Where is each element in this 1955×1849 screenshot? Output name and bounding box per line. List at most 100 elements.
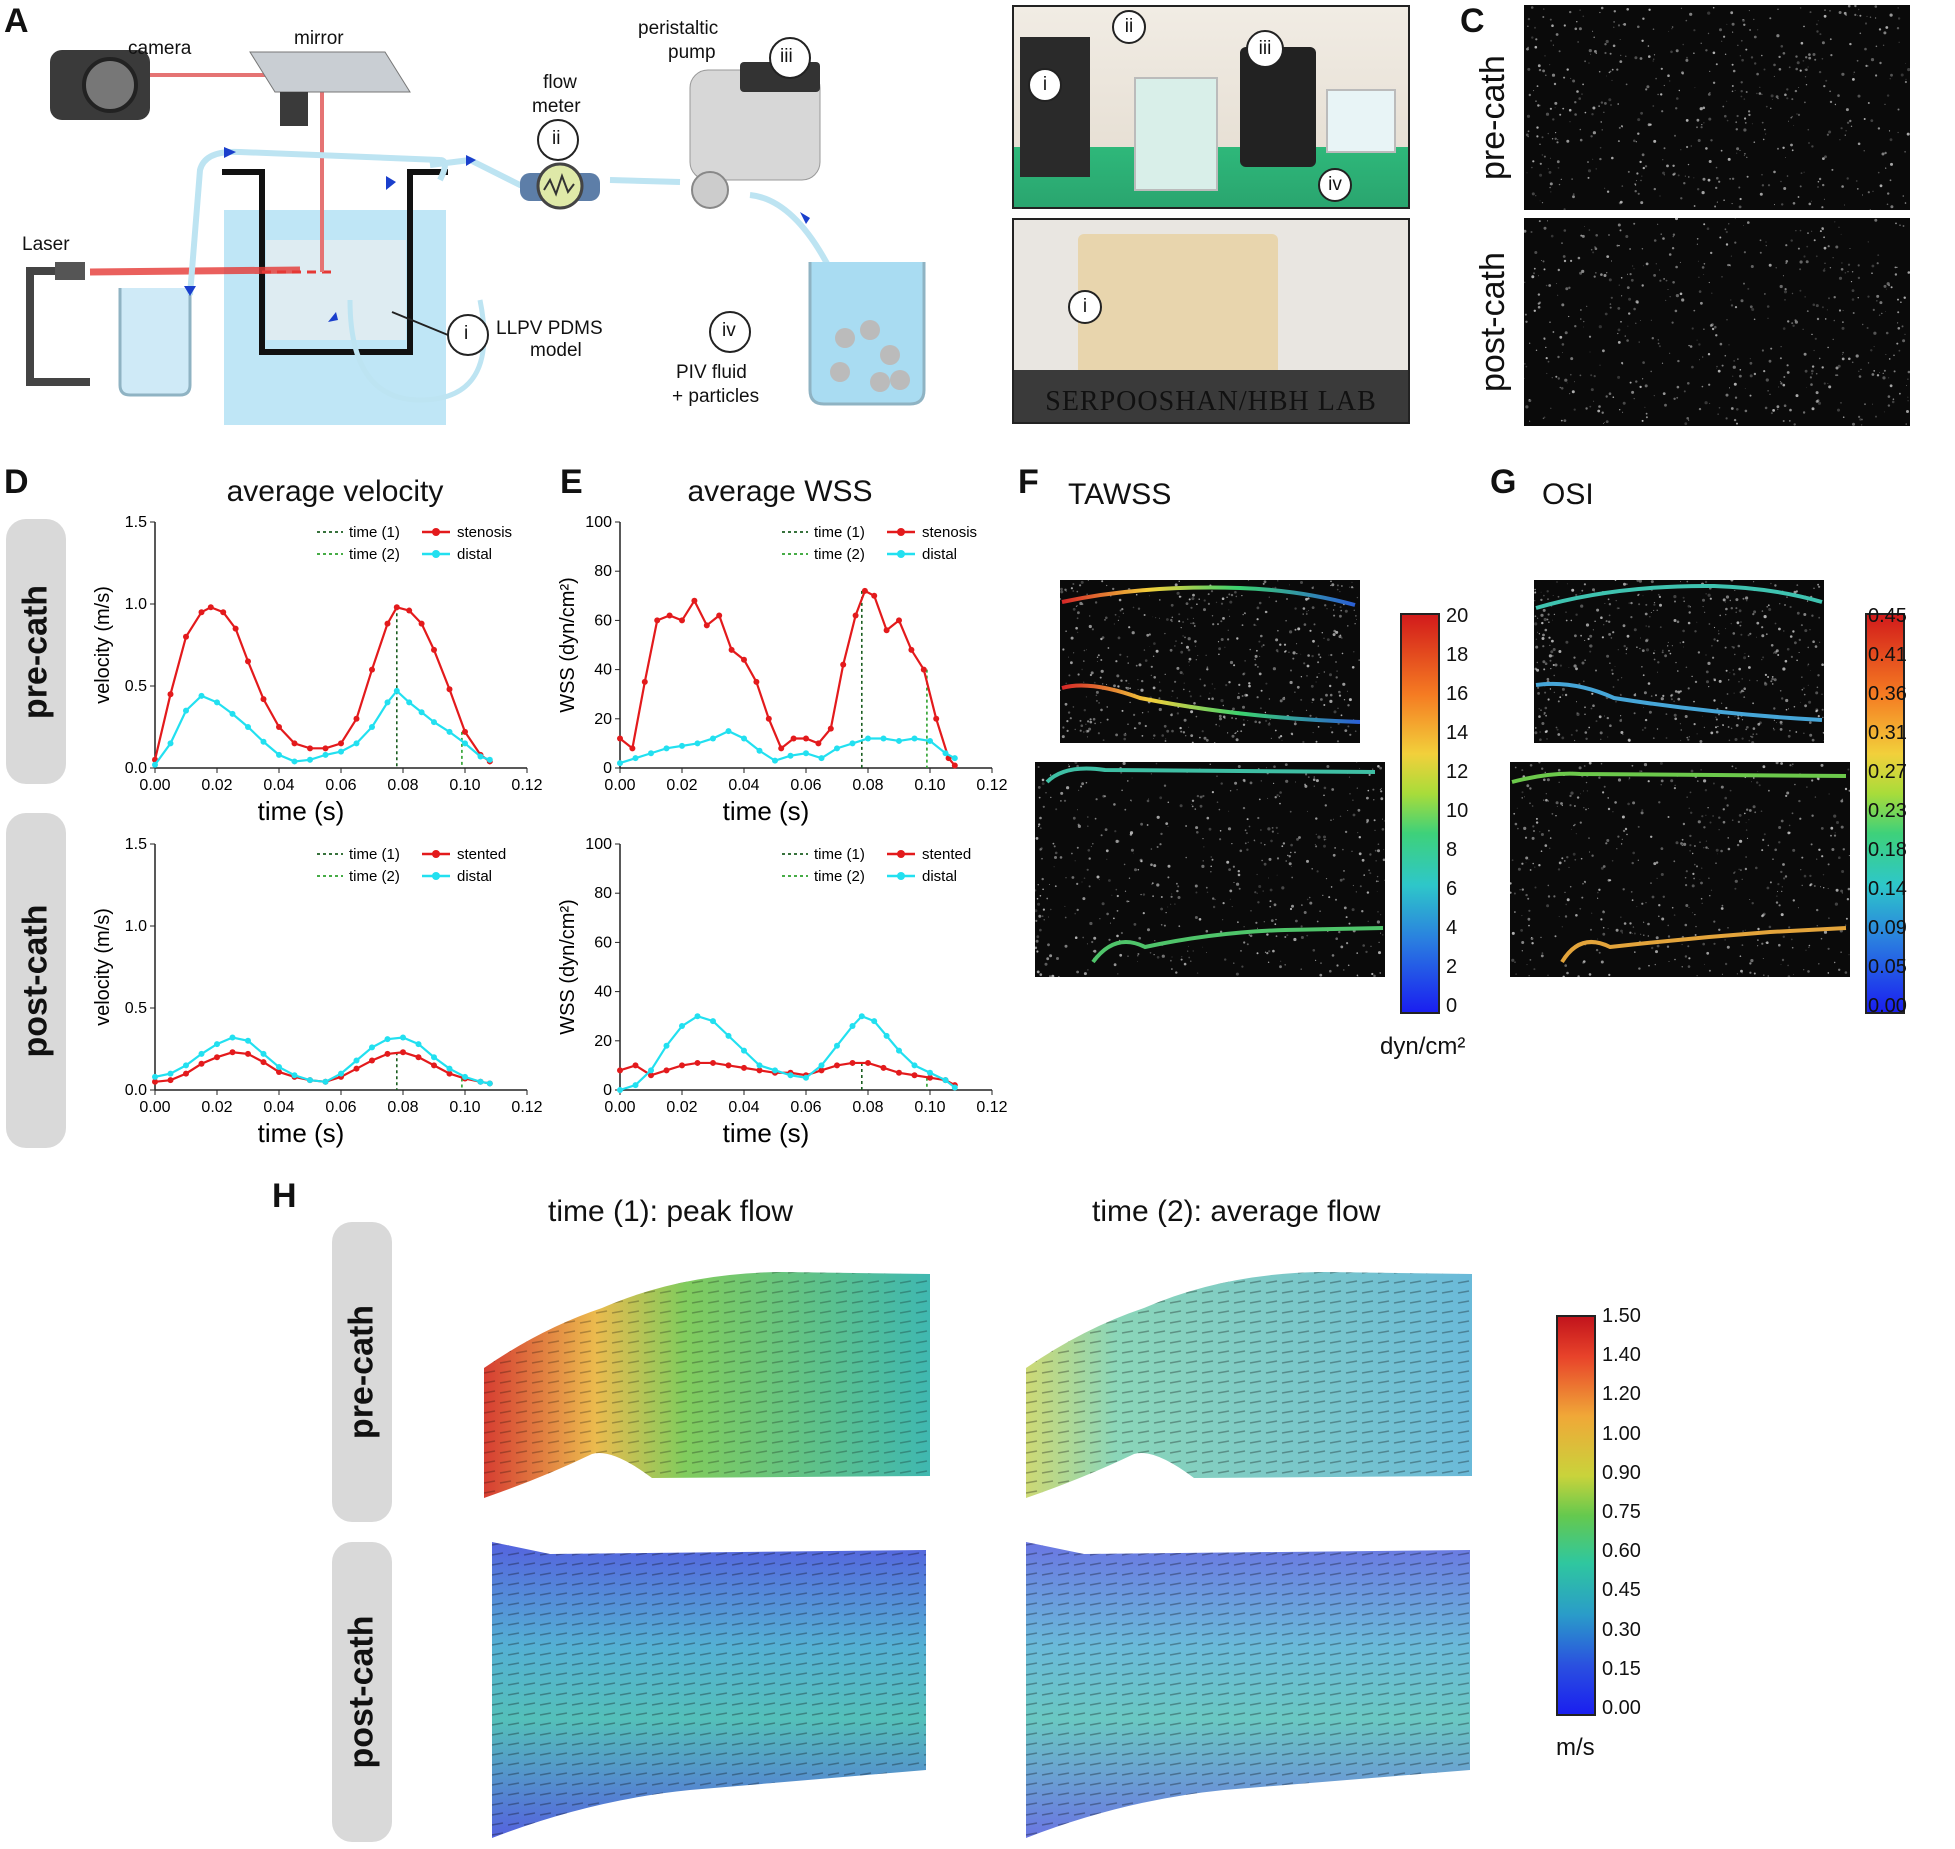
data-point bbox=[883, 627, 890, 634]
data-point bbox=[753, 678, 760, 685]
flow-meter bbox=[536, 162, 584, 210]
data-point bbox=[927, 1074, 933, 1081]
data-point bbox=[276, 1068, 282, 1075]
legend-label: time (2) bbox=[814, 868, 865, 885]
data-point bbox=[214, 699, 220, 706]
data-point bbox=[384, 699, 391, 706]
data-point bbox=[276, 724, 282, 730]
data-point bbox=[679, 1023, 685, 1030]
data-point bbox=[276, 1064, 282, 1071]
data-point bbox=[617, 1067, 623, 1074]
model-label-2: model bbox=[530, 340, 582, 361]
x-tick-label: 0.04 bbox=[728, 777, 759, 794]
legend-label: distal bbox=[922, 546, 957, 563]
data-point bbox=[710, 1059, 716, 1066]
data-point bbox=[462, 740, 468, 747]
data-point bbox=[338, 740, 344, 747]
data-point bbox=[778, 745, 785, 752]
chart-wss-pre: 0.00 0.02 0.04 0.06 0.08 0.10 0.12 0 20 40 60 80 100… bbox=[557, 514, 1008, 826]
photo-num-i-2: i bbox=[1068, 290, 1102, 324]
data-point bbox=[908, 646, 915, 653]
data-point bbox=[896, 737, 902, 744]
vector-field-post-peak bbox=[492, 1542, 926, 1838]
data-point bbox=[756, 1067, 763, 1074]
setup-schematic bbox=[26, 37, 926, 425]
legend-marker bbox=[432, 528, 440, 536]
data-point bbox=[214, 1054, 220, 1061]
chart-wss-post: 0.00 0.02 0.04 0.06 0.08 0.10 0.12 0 20 40 60 80 100… bbox=[557, 836, 1008, 1148]
data-point bbox=[663, 1067, 670, 1074]
panel-label-g: G bbox=[1490, 463, 1517, 501]
osi-colorbar-ticks: 0.45 0.41 0.36 0.31 0.27 0.23 0.18 0.14 0.09 0.05… bbox=[1868, 605, 1948, 1017]
y-axis-label: WSS (dyn/cm²) bbox=[557, 577, 579, 713]
data-point bbox=[338, 748, 344, 755]
data-point bbox=[406, 607, 413, 614]
data-point bbox=[260, 738, 267, 745]
data-point bbox=[291, 1072, 298, 1079]
y-tick-label: 0 bbox=[603, 1082, 612, 1099]
legend-label: time (1) bbox=[814, 524, 865, 541]
x-tick-label: 0.10 bbox=[449, 1099, 480, 1116]
data-point bbox=[703, 622, 710, 629]
y-tick-label: 1.0 bbox=[125, 918, 147, 935]
data-point bbox=[462, 1073, 468, 1080]
x-tick-label: 0.02 bbox=[666, 777, 697, 794]
data-point bbox=[431, 1062, 437, 1069]
data-point bbox=[933, 715, 940, 722]
y-tick-label: 80 bbox=[594, 885, 612, 902]
piv-image-pre bbox=[1524, 5, 1910, 210]
tawss-unit: dyn/cm² bbox=[1380, 1033, 1466, 1060]
data-point bbox=[369, 724, 375, 730]
data-point bbox=[725, 1062, 732, 1069]
h-row-label-pre: pre-cath bbox=[332, 1222, 392, 1522]
colorbar-tick: 0.36 bbox=[1868, 683, 1907, 705]
data-point bbox=[207, 604, 214, 611]
data-point bbox=[787, 752, 794, 759]
fluid-label-1: PIV fluid bbox=[676, 362, 747, 383]
series-line-distal bbox=[619, 729, 956, 765]
x-tick-label: 0.00 bbox=[604, 777, 635, 794]
data-point bbox=[880, 1064, 887, 1071]
data-point bbox=[384, 1050, 391, 1057]
data-point bbox=[276, 751, 282, 758]
x-tick-label: 0.00 bbox=[139, 777, 170, 794]
colorbar-tick: 0.27 bbox=[1868, 761, 1907, 783]
piv-image-post bbox=[1524, 218, 1910, 426]
data-point bbox=[694, 740, 701, 747]
colorbar-tick: 0.14 bbox=[1868, 878, 1907, 900]
x-tick-label: 0.12 bbox=[976, 1099, 1007, 1116]
data-point bbox=[834, 1042, 840, 1049]
data-point bbox=[353, 740, 360, 747]
data-point bbox=[772, 757, 778, 764]
data-point bbox=[725, 728, 732, 735]
legend-label: time (1) bbox=[349, 524, 400, 541]
num-iv: iv bbox=[722, 320, 736, 341]
data-point bbox=[415, 1041, 422, 1048]
colorbar-tick: 12 bbox=[1446, 761, 1469, 783]
x-tick-label: 0.06 bbox=[325, 1099, 356, 1116]
laser-label: Laser bbox=[22, 234, 70, 255]
data-point bbox=[852, 612, 859, 619]
legend-marker bbox=[897, 850, 905, 858]
x-tick-label: 0.00 bbox=[604, 1099, 635, 1116]
x-tick-label: 0.00 bbox=[139, 1099, 170, 1116]
y-tick-label: 1.5 bbox=[125, 514, 147, 531]
x-axis-label: time (s) bbox=[723, 796, 810, 826]
data-point bbox=[415, 1054, 422, 1061]
data-point bbox=[861, 587, 868, 594]
data-point bbox=[756, 747, 763, 754]
data-point bbox=[291, 758, 298, 765]
data-point bbox=[741, 656, 747, 663]
data-point bbox=[617, 735, 623, 742]
data-point bbox=[260, 696, 267, 703]
data-point bbox=[152, 1073, 158, 1080]
colorbar-tick: 0.31 bbox=[1868, 722, 1907, 744]
x-tick-label: 0.04 bbox=[263, 777, 294, 794]
data-point bbox=[446, 1070, 453, 1077]
x-tick-label: 0.10 bbox=[914, 1099, 945, 1116]
tawss-colorbar-ticks: 20 18 16 14 12 10 8 6 4 2 0 bbox=[1446, 605, 1506, 1017]
colorbar-tick: 1.40 bbox=[1602, 1344, 1641, 1367]
velocity-unit: m/s bbox=[1556, 1734, 1595, 1761]
data-point bbox=[629, 745, 636, 752]
colorbar-tick: 0 bbox=[1446, 995, 1458, 1017]
